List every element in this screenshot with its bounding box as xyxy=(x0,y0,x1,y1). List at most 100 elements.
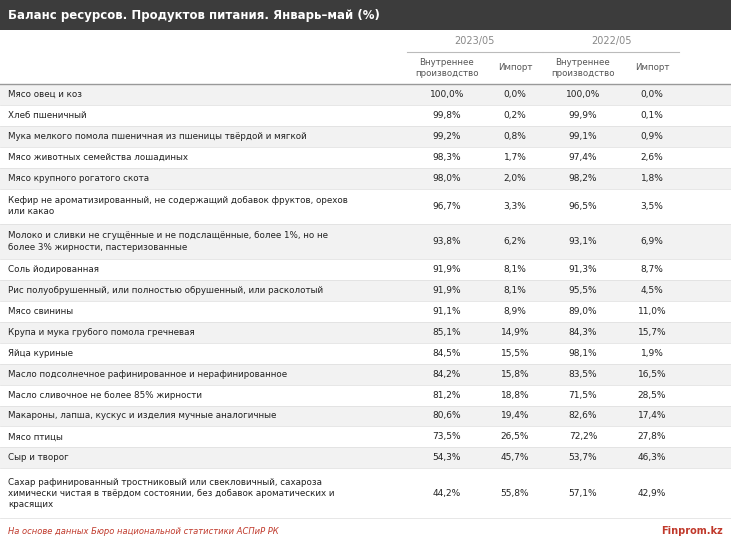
Text: Кефир не ароматизированный, не содержащий добавок фруктов, орехов
или какао: Кефир не ароматизированный, не содержащи… xyxy=(8,196,348,216)
Text: 0,0%: 0,0% xyxy=(640,90,664,99)
Text: 99,9%: 99,9% xyxy=(569,111,597,120)
Text: 2022/05: 2022/05 xyxy=(591,36,632,46)
Text: 45,7%: 45,7% xyxy=(501,453,529,462)
Text: Внутреннее
производство: Внутреннее производство xyxy=(415,58,479,78)
Text: 0,0%: 0,0% xyxy=(504,90,526,99)
Text: 57,1%: 57,1% xyxy=(569,489,597,498)
Text: 84,2%: 84,2% xyxy=(433,370,461,379)
Text: 96,7%: 96,7% xyxy=(433,202,461,211)
Text: Внутреннее
производство: Внутреннее производство xyxy=(551,58,615,78)
Text: 99,8%: 99,8% xyxy=(433,111,461,120)
Text: 99,2%: 99,2% xyxy=(433,132,461,141)
Text: Мясо птицы: Мясо птицы xyxy=(8,433,63,441)
Text: 1,7%: 1,7% xyxy=(504,153,526,162)
Text: 8,1%: 8,1% xyxy=(504,265,526,274)
Text: 14,9%: 14,9% xyxy=(501,328,529,337)
Text: 3,3%: 3,3% xyxy=(504,202,526,211)
Text: Сахар рафинированный тростниковый или свекловичный, сахароза
химически чистая в : Сахар рафинированный тростниковый или св… xyxy=(8,478,335,509)
Text: 8,7%: 8,7% xyxy=(640,265,664,274)
Text: 98,0%: 98,0% xyxy=(433,173,461,183)
Text: 93,1%: 93,1% xyxy=(569,237,597,246)
Bar xyxy=(0,427,731,447)
Bar xyxy=(0,84,731,105)
Text: Мясо овец и коз: Мясо овец и коз xyxy=(8,90,82,99)
Bar xyxy=(0,126,731,147)
Text: Масло подсолнечное рафинированное и нерафинированное: Масло подсолнечное рафинированное и нера… xyxy=(8,370,287,379)
Bar xyxy=(0,364,731,385)
Text: Соль йодированная: Соль йодированная xyxy=(8,265,99,274)
Text: 4,5%: 4,5% xyxy=(640,286,663,295)
Text: 72,2%: 72,2% xyxy=(569,433,597,441)
Text: 81,2%: 81,2% xyxy=(433,391,461,399)
Text: Рис полуобрушенный, или полностью обрушенный, или расколотый: Рис полуобрушенный, или полностью обруше… xyxy=(8,286,323,295)
Text: 91,9%: 91,9% xyxy=(433,265,461,274)
Text: 15,8%: 15,8% xyxy=(501,370,529,379)
Text: 98,3%: 98,3% xyxy=(433,153,461,162)
Bar xyxy=(0,0,731,30)
Text: 0,2%: 0,2% xyxy=(504,111,526,120)
Text: 85,1%: 85,1% xyxy=(433,328,461,337)
Text: 54,3%: 54,3% xyxy=(433,453,461,462)
Text: Сыр и творог: Сыр и творог xyxy=(8,453,69,462)
Text: 93,8%: 93,8% xyxy=(433,237,461,246)
Text: 96,5%: 96,5% xyxy=(569,202,597,211)
Text: 1,9%: 1,9% xyxy=(640,349,664,358)
Text: 2023/05: 2023/05 xyxy=(454,36,494,46)
Text: 8,1%: 8,1% xyxy=(504,286,526,295)
Text: Мясо животных семейства лошадиных: Мясо животных семейства лошадиных xyxy=(8,153,188,162)
Text: Импорт: Импорт xyxy=(635,63,670,73)
Bar xyxy=(0,224,731,259)
Text: 44,2%: 44,2% xyxy=(433,489,461,498)
Text: Масло сливочное не более 85% жирности: Масло сливочное не более 85% жирности xyxy=(8,391,202,399)
Text: 6,2%: 6,2% xyxy=(504,237,526,246)
Text: Хлеб пшеничный: Хлеб пшеничный xyxy=(8,111,87,120)
Text: 91,3%: 91,3% xyxy=(569,265,597,274)
Bar xyxy=(0,259,731,280)
Text: Импорт: Импорт xyxy=(498,63,532,73)
Bar xyxy=(0,385,731,405)
Text: 98,1%: 98,1% xyxy=(569,349,597,358)
Bar xyxy=(0,105,731,126)
Bar xyxy=(0,301,731,322)
Text: 6,9%: 6,9% xyxy=(640,237,664,246)
Text: 0,9%: 0,9% xyxy=(640,132,664,141)
Text: 71,5%: 71,5% xyxy=(569,391,597,399)
Bar xyxy=(0,167,731,189)
Text: 95,5%: 95,5% xyxy=(569,286,597,295)
Text: 91,1%: 91,1% xyxy=(433,307,461,316)
Text: 73,5%: 73,5% xyxy=(433,433,461,441)
Text: 82,6%: 82,6% xyxy=(569,411,597,421)
Text: 27,8%: 27,8% xyxy=(637,433,666,441)
Text: 28,5%: 28,5% xyxy=(637,391,666,399)
Bar xyxy=(0,147,731,167)
Bar xyxy=(0,280,731,301)
Text: 15,5%: 15,5% xyxy=(501,349,529,358)
Text: 3,5%: 3,5% xyxy=(640,202,664,211)
Text: Яйца куриные: Яйца куриные xyxy=(8,349,73,358)
Text: Макароны, лапша, кускус и изделия мучные аналогичные: Макароны, лапша, кускус и изделия мучные… xyxy=(8,411,276,421)
Text: 53,7%: 53,7% xyxy=(569,453,597,462)
Text: 84,3%: 84,3% xyxy=(569,328,597,337)
Bar xyxy=(0,468,731,518)
Text: 18,8%: 18,8% xyxy=(501,391,529,399)
Text: Мясо крупного рогатого скота: Мясо крупного рогатого скота xyxy=(8,173,149,183)
Text: Молоко и сливки не сгущённые и не подслащённые, более 1%, но не
более 3% жирност: Молоко и сливки не сгущённые и не подсла… xyxy=(8,231,328,251)
Bar xyxy=(0,343,731,364)
Text: Крупа и мука грубого помола гречневая: Крупа и мука грубого помола гречневая xyxy=(8,328,194,337)
Text: Finprom.kz: Finprom.kz xyxy=(662,526,723,536)
Text: 91,9%: 91,9% xyxy=(433,286,461,295)
Text: 26,5%: 26,5% xyxy=(501,433,529,441)
Text: 11,0%: 11,0% xyxy=(637,307,667,316)
Text: 100,0%: 100,0% xyxy=(430,90,464,99)
Text: 8,9%: 8,9% xyxy=(504,307,526,316)
Text: 89,0%: 89,0% xyxy=(569,307,597,316)
Bar xyxy=(0,189,731,224)
Text: 1,8%: 1,8% xyxy=(640,173,664,183)
Text: 46,3%: 46,3% xyxy=(637,453,666,462)
Text: Мясо свинины: Мясо свинины xyxy=(8,307,73,316)
Text: 84,5%: 84,5% xyxy=(433,349,461,358)
Text: 2,6%: 2,6% xyxy=(640,153,663,162)
Text: 80,6%: 80,6% xyxy=(433,411,461,421)
Text: 55,8%: 55,8% xyxy=(501,489,529,498)
Text: 0,1%: 0,1% xyxy=(640,111,664,120)
